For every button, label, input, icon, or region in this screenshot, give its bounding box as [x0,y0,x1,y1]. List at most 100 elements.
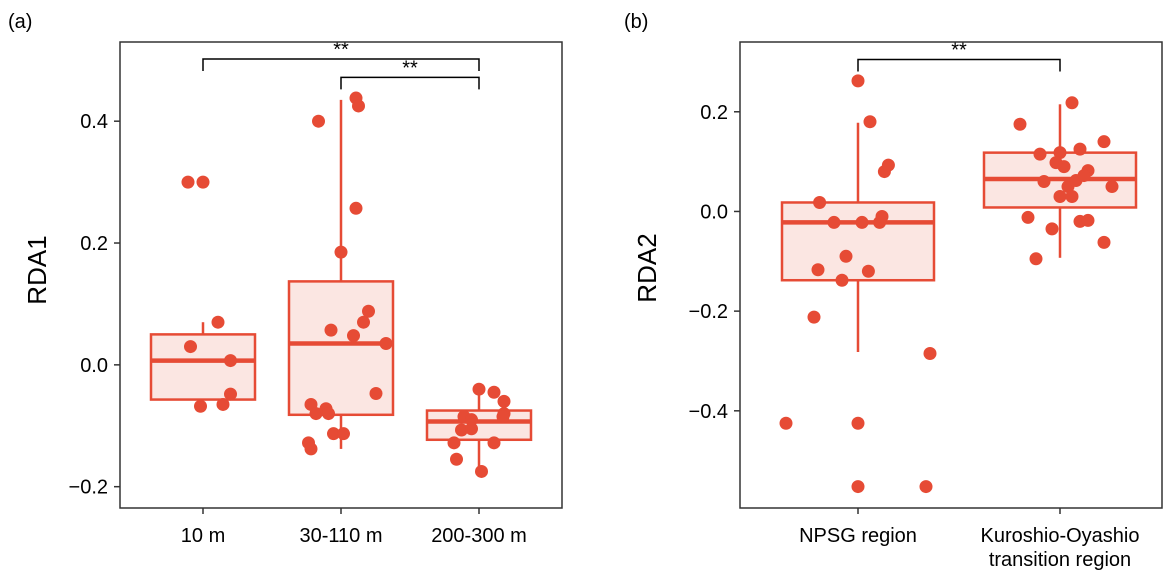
xtick-label: NPSG region [799,525,917,547]
ytick-label: 0.2 [700,102,728,124]
data-point [184,340,197,354]
data-point [465,413,478,427]
data-point [349,201,363,215]
panel-a-frame [119,41,563,509]
data-point [347,329,360,343]
panel-a-annotations: ** ** [202,39,480,90]
data-point [1053,146,1067,160]
data-point [851,480,865,494]
box-iqr [780,201,936,282]
data-point [216,397,230,411]
xtick-label-line: transition region [989,549,1131,571]
panel-a-tag: (a) [8,11,32,33]
significance-bracket [857,58,1061,72]
xtick-label: Kuroshio-Oyashio transition region [981,525,1140,571]
data-point [487,385,501,399]
data-point [1045,222,1059,236]
xtick-label: 10 m [181,525,225,547]
data-point [881,158,895,172]
data-point [1065,190,1079,204]
significance-bracket [202,58,480,72]
data-point [919,480,933,494]
data-point [309,407,323,421]
data-point [357,315,370,329]
data-point [851,74,865,88]
panel-b-boxes [780,104,1138,353]
significance-bracket [340,76,480,90]
data-point [1053,190,1067,204]
significance-label: ** [333,39,349,61]
xtick-label-line: 30-110 m [299,525,382,547]
data-point [1065,96,1079,110]
data-point [327,427,340,441]
data-point [196,175,210,189]
xtick-label: 30-110 m [299,525,382,547]
data-point [807,310,821,324]
data-point [923,346,937,360]
data-point [181,175,195,189]
significance-label: ** [951,39,967,61]
ytick-label: −0.2 [689,301,728,323]
data-point [1097,135,1111,149]
ytick-label: 0.0 [80,355,108,377]
data-point [211,315,225,329]
data-point [455,423,468,437]
panel-b-xticks: NPSG region Kuroshio-Oyashio transition re… [799,508,1139,571]
ytick-label: −0.2 [69,477,108,499]
box-iqr [149,333,257,401]
data-point [337,427,350,441]
data-point [465,422,478,436]
data-point [875,209,889,223]
panel-a: (a) RDA1 −0.2 0.0 0.2 0.4 10 m 30-110 m 200-3… [8,11,563,547]
panel-b-yticks: −0.4 −0.2 0.0 0.2 [689,102,740,423]
panel-b-annotations: ** [857,39,1061,72]
data-point [1073,142,1087,156]
data-point [487,436,501,450]
data-point [851,416,865,430]
data-point [779,416,793,430]
data-point [224,387,237,401]
data-point [352,99,365,113]
data-point [835,273,849,287]
data-point [379,337,393,351]
data-point [304,442,318,456]
data-point [322,407,335,421]
data-point [324,323,338,337]
data-point [194,399,207,413]
data-point [450,452,463,466]
data-point [369,386,383,400]
data-point [855,215,869,229]
xtick-label-line: 10 m [181,525,225,547]
data-point [827,215,841,229]
panel-b-frame [739,41,1163,509]
ytick-label: 0.4 [80,111,108,133]
data-point [839,249,853,263]
data-point [1077,169,1091,183]
data-point [447,436,461,450]
panel-b-points [779,74,1119,494]
data-point [863,115,877,129]
data-point [1021,210,1035,224]
ytick-label: 0.2 [80,233,108,255]
data-point [496,410,510,424]
xtick-label-line: 200-300 m [431,525,527,547]
panel-a-yticks: −0.2 0.0 0.2 0.4 [69,111,120,499]
data-point [472,382,486,396]
data-point [1081,213,1095,227]
data-point [475,464,488,478]
panel-b: (b) RDA2 −0.4 −0.2 0.0 0.2 NPSG region Kuros… [624,11,1163,571]
data-point [1097,235,1111,249]
data-point [811,263,825,277]
panel-b-ylabel: RDA2 [632,233,662,302]
data-point [1105,180,1119,194]
significance-label: ** [402,57,418,79]
data-point [362,304,375,318]
data-point [497,394,511,408]
panel-a-xticks: 10 m 30-110 m 200-300 m [181,508,527,547]
data-point [813,195,827,209]
ytick-label: −0.4 [689,401,728,423]
ytick-label: 0.0 [700,201,728,223]
box-iqr [425,409,533,442]
xtick-label-line: NPSG region [799,525,917,547]
